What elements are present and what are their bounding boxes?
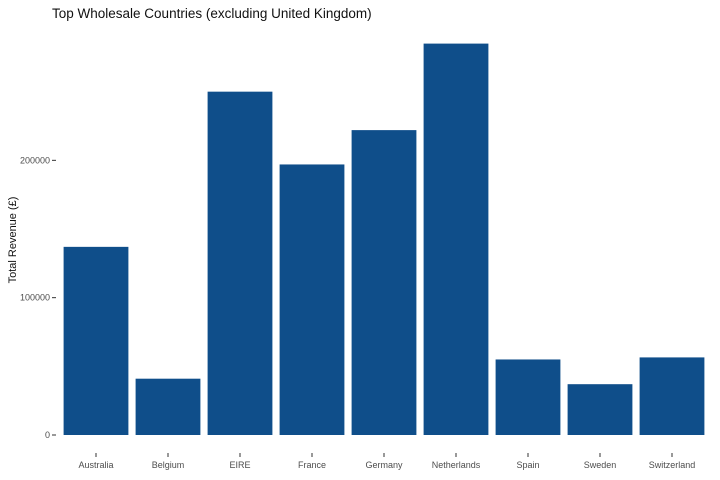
x-tick-label: Netherlands	[432, 460, 481, 470]
bar-spain	[495, 359, 561, 435]
y-axis-label: Total Revenue (£)	[7, 197, 19, 284]
x-tick-label: EIRE	[229, 460, 250, 470]
bar-germany	[351, 130, 417, 435]
bar-belgium	[135, 378, 201, 435]
x-tick-label: France	[298, 460, 326, 470]
x-tick-label: Australia	[78, 460, 113, 470]
bar-australia	[63, 246, 129, 435]
x-tick-label: Switzerland	[649, 460, 696, 470]
x-tick-label: Belgium	[152, 460, 185, 470]
bar-france	[279, 164, 345, 435]
x-tick-label: Sweden	[584, 460, 617, 470]
y-tick-label: 200000	[20, 155, 50, 165]
bar-series	[63, 43, 705, 436]
x-tick-label: Spain	[516, 460, 539, 470]
x-axis: Australia Belgium EIRE France Germany Netherl…	[78, 453, 695, 470]
x-tick-label: Germany	[365, 460, 403, 470]
bar-switzerland	[639, 357, 705, 435]
bar-eire	[207, 91, 273, 436]
bar-netherlands	[423, 43, 489, 435]
y-tick-label: 0	[45, 430, 50, 440]
y-axis: 0 100000 200000	[20, 155, 56, 440]
chart-title: Top Wholesale Countries (excluding Unite…	[52, 6, 372, 21]
bar-sweden	[567, 384, 633, 435]
y-tick-label: 100000	[20, 293, 50, 303]
